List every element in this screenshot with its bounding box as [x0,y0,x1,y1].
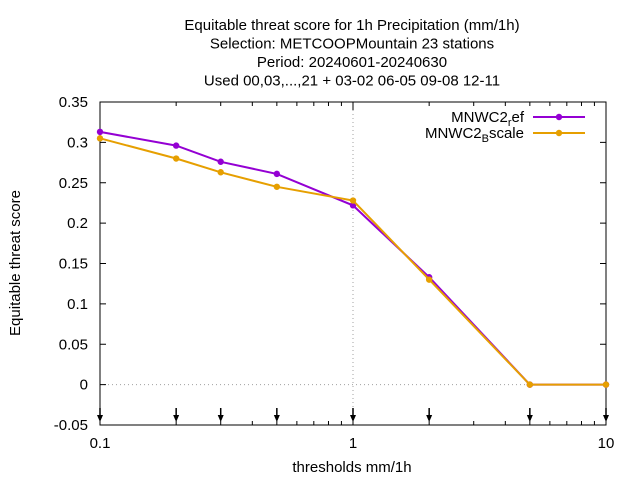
threshold-arrow-head [426,415,433,422]
threshold-arrow-head [526,415,533,422]
chart-title: Equitable threat score for 1h Precipitat… [184,17,519,90]
series-1-point [172,142,180,149]
y-tick-label: 0.05 [59,336,88,353]
y-tick-label: 0.1 [67,296,88,313]
series-1-point [273,170,281,178]
threshold-arrows [97,408,609,422]
y-tick-label: 0 [80,377,88,394]
series-2-point [526,381,534,388]
series-2-point [349,197,357,204]
x-tick-label: 10 [598,435,615,452]
y-tick-label: 0.2 [67,215,88,232]
series-1-point [349,202,357,209]
legend-label-2: MNWC2Bscale [425,125,524,145]
threshold-arrow-head [603,415,609,422]
legend-label-1: MNWC2ref [451,109,525,129]
series-2-point [273,183,281,190]
threshold-arrow-head [173,415,180,422]
threshold-arrow-head [97,415,103,422]
title-line: Period: 20240601-20240630 [257,54,447,71]
x-axis: 0.1 1 10 [90,102,615,452]
threshold-arrow-head [273,415,280,422]
legend-marker-2 [555,129,563,137]
series-2-point [217,169,224,176]
threshold-arrow-head [350,415,356,422]
threshold-arrow-head [217,415,224,422]
x-axis-label: thresholds mm/1h [292,459,411,476]
x-tick-label: 1 [349,435,357,452]
legend-marker-1 [555,113,563,121]
y-tick-label: 0.25 [59,175,88,192]
y-axis: -0.05 0 0.05 0.1 0.15 0.2 0.25 0.3 0.35 [54,94,606,434]
series-1-point [217,158,224,165]
y-tick-label: 0.15 [59,256,88,273]
title-line: Used 00,03,...,21 + 03-02 06-05 09-08 12… [204,73,500,90]
y-tick-label: -0.05 [54,417,88,434]
series-2-point [602,381,610,388]
grid [100,102,606,425]
series-2-point [172,155,180,162]
series-2-point [96,135,104,142]
y-tick-label: 0.3 [67,134,88,151]
series-line-2 [99,137,606,386]
series [96,128,610,388]
x-tick-label: 0.1 [90,435,111,452]
series-2-point [425,276,433,283]
y-tick-label: 0.35 [59,94,88,111]
series-1-point [96,128,104,136]
y-axis-label: Equitable threat score [7,190,24,336]
title-line: Selection: METCOOPMountain 23 stations [210,36,494,53]
title-line: Equitable threat score for 1h Precipitat… [184,17,519,34]
